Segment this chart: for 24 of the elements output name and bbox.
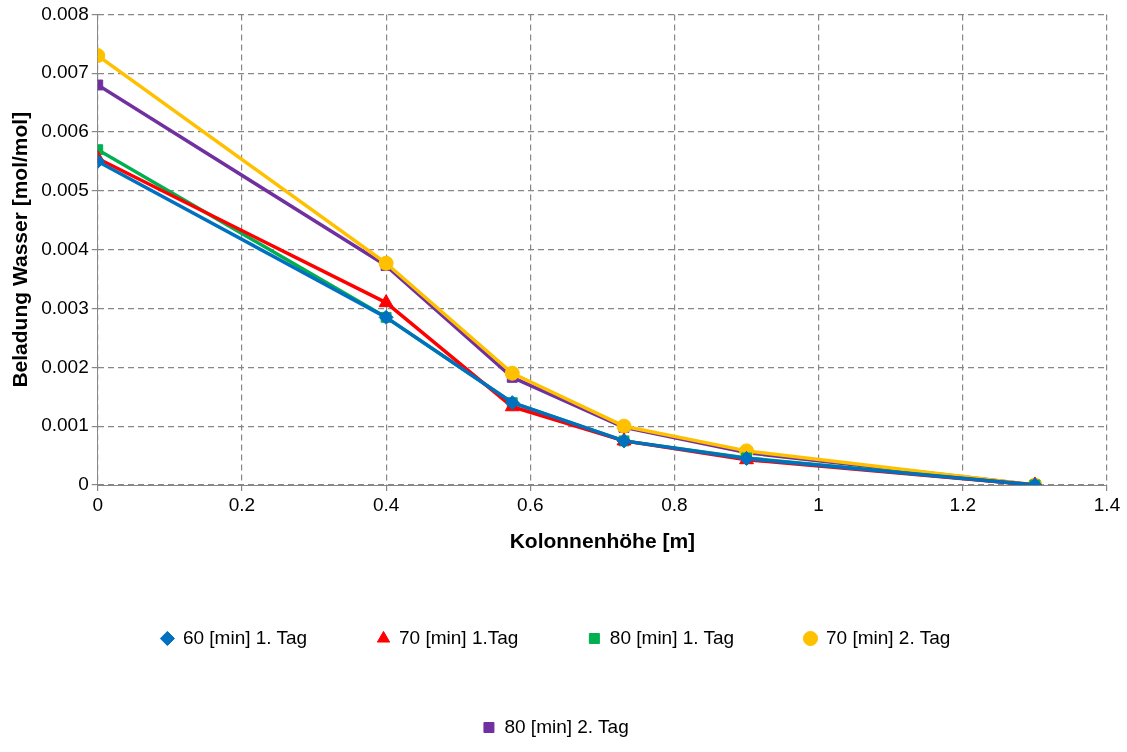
legend-label: 80 [min] 2. Tag: [504, 715, 629, 737]
x-tick-label: 1: [813, 493, 824, 515]
x-tick-label: 0.8: [661, 493, 688, 515]
legend-label: 70 [min] 2. Tag: [825, 626, 951, 648]
legend-label: 80 [min] 1. Tag: [609, 626, 735, 648]
x-tick-label: 0.6: [517, 493, 544, 515]
x-tick-label: 0: [92, 493, 104, 515]
y-tick-label: 0.006: [41, 120, 89, 142]
y-tick-label: 0.007: [41, 61, 89, 83]
y-tick-label: 0.008: [41, 2, 89, 24]
x-tick-label: 1.2: [949, 493, 977, 515]
y-tick-label: 0.002: [41, 355, 89, 377]
legend-label: 70 [min] 1.Tag: [399, 626, 519, 648]
x-tick-label: 0.2: [228, 493, 256, 515]
x-tick-label: 0.4: [372, 493, 400, 515]
legend-label: 60 [min] 1. Tag: [182, 626, 308, 648]
x-tick-label: 1.4: [1093, 493, 1121, 515]
y-tick-label: 0: [78, 473, 89, 495]
y-tick-label: 0.001: [41, 414, 89, 436]
y-tick-label: 0.004: [41, 237, 90, 259]
y-tick-label: 0.003: [41, 296, 89, 318]
y-axis-title: Beladung Wasser [mol/mol]: [8, 111, 32, 388]
x-axis-title: Kolonnenhöhe [m]: [509, 529, 696, 553]
y-tick-label: 0.005: [41, 179, 89, 201]
